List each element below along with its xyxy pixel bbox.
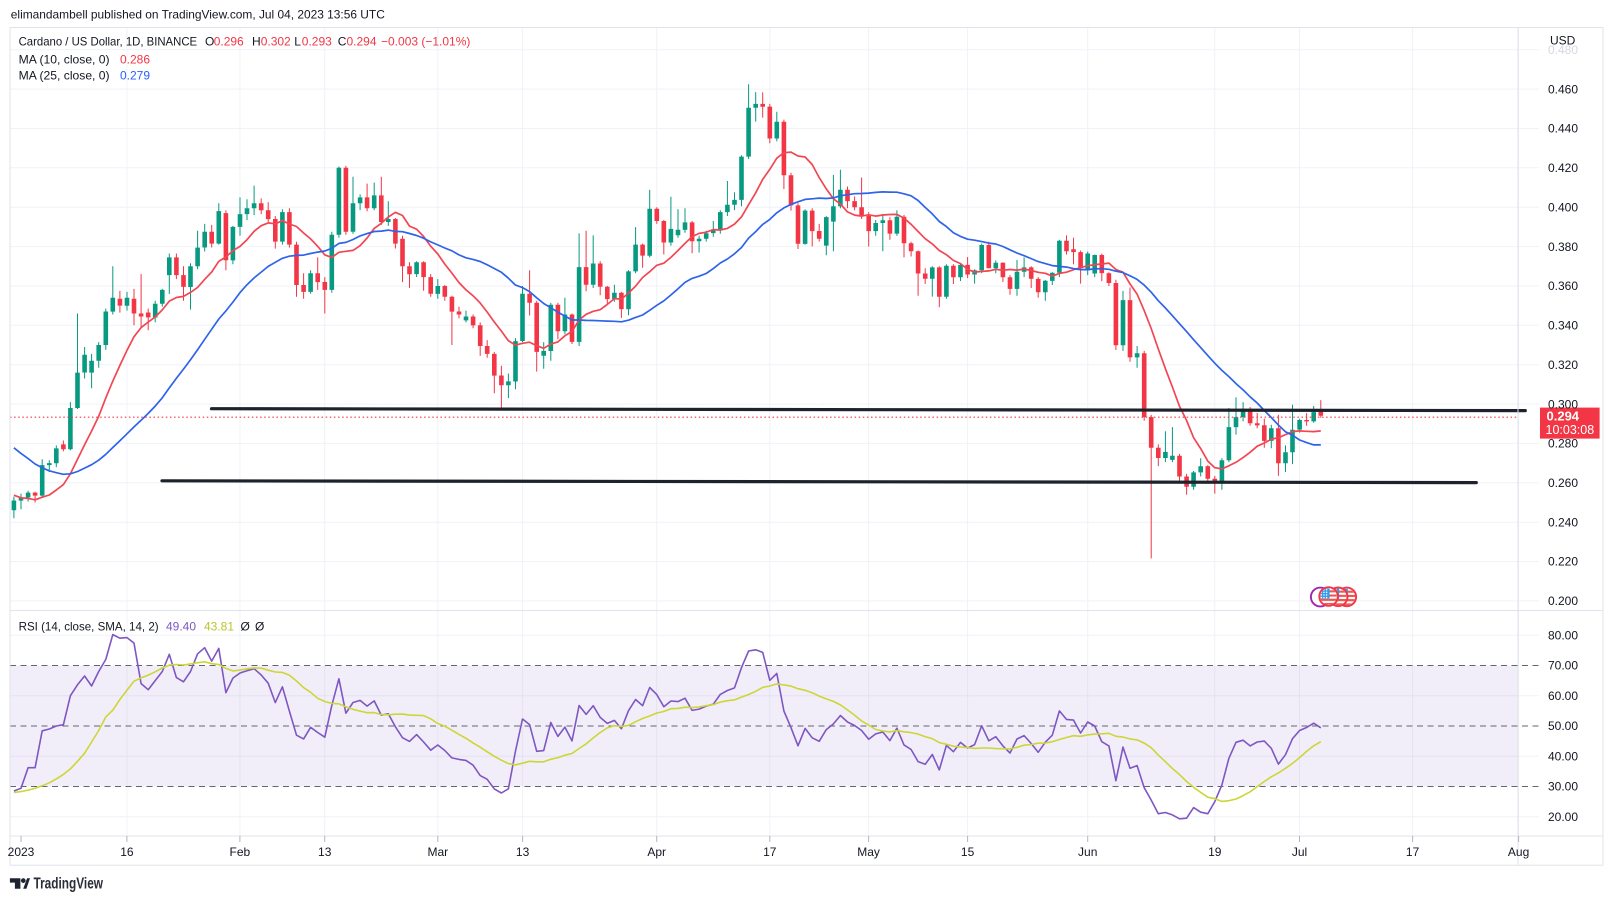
svg-text:Cardano / US Dollar, 1D, BINAN: Cardano / US Dollar, 1D, BINANCE (19, 34, 198, 48)
svg-text:0.440: 0.440 (1548, 122, 1578, 136)
svg-text:−0.003 (−1.01%): −0.003 (−1.01%) (381, 34, 470, 48)
svg-text:H: H (252, 34, 261, 48)
svg-text:Ø: Ø (255, 620, 264, 634)
svg-text:0.460: 0.460 (1548, 82, 1578, 96)
svg-text:0.302: 0.302 (261, 34, 291, 48)
svg-text:0.294: 0.294 (347, 34, 377, 48)
svg-text:Aug: Aug (1508, 845, 1529, 859)
svg-text:13: 13 (516, 845, 530, 859)
svg-text:0.280: 0.280 (1548, 437, 1578, 451)
svg-text:0.220: 0.220 (1548, 555, 1578, 569)
svg-text:70.00: 70.00 (1548, 659, 1578, 673)
svg-text:49.40: 49.40 (166, 620, 196, 634)
svg-text:elimandambell published on Tra: elimandambell published on TradingView.c… (11, 7, 385, 21)
svg-text:TradingView: TradingView (34, 876, 104, 893)
svg-text:0.200: 0.200 (1548, 594, 1578, 608)
svg-text:RSI (14, close, SMA, 14, 2): RSI (14, close, SMA, 14, 2) (19, 620, 159, 634)
svg-text:2023: 2023 (8, 845, 35, 859)
svg-text:0.260: 0.260 (1548, 476, 1578, 490)
svg-text:Ø: Ø (241, 620, 250, 634)
svg-text:0.480: 0.480 (1548, 43, 1578, 57)
svg-text:Jun: Jun (1078, 845, 1097, 859)
svg-text:0.293: 0.293 (302, 34, 332, 48)
svg-text:10:03:08: 10:03:08 (1546, 423, 1595, 437)
svg-text:0.320: 0.320 (1548, 358, 1578, 372)
svg-text:Feb: Feb (230, 845, 251, 859)
svg-text:20.00: 20.00 (1548, 810, 1578, 824)
svg-text:O: O (205, 34, 214, 48)
svg-text:0.420: 0.420 (1548, 161, 1578, 175)
svg-text:MA (25, close, 0): MA (25, close, 0) (19, 68, 110, 82)
svg-text:MA (10, close, 0): MA (10, close, 0) (19, 52, 110, 66)
svg-text:0.360: 0.360 (1548, 279, 1578, 293)
svg-text:43.81: 43.81 (204, 620, 234, 634)
svg-text:Mar: Mar (427, 845, 448, 859)
svg-text:May: May (857, 845, 880, 859)
svg-text:13: 13 (318, 845, 332, 859)
svg-text:0.380: 0.380 (1548, 240, 1578, 254)
svg-text:50.00: 50.00 (1548, 719, 1578, 733)
svg-text:0.240: 0.240 (1548, 515, 1578, 529)
svg-text:19: 19 (1208, 845, 1222, 859)
svg-text:17: 17 (763, 845, 777, 859)
svg-text:0.340: 0.340 (1548, 319, 1578, 333)
svg-text:Apr: Apr (647, 845, 666, 859)
svg-text:15: 15 (961, 845, 975, 859)
svg-text:Jul: Jul (1292, 845, 1307, 859)
svg-text:30.00: 30.00 (1548, 780, 1578, 794)
svg-text:0.296: 0.296 (214, 34, 244, 48)
svg-text:L: L (294, 34, 301, 48)
svg-text:C: C (338, 34, 347, 48)
svg-text:0.294: 0.294 (1547, 409, 1580, 424)
svg-text:USD: USD (1550, 33, 1576, 47)
svg-text:16: 16 (120, 845, 134, 859)
svg-text:0.279: 0.279 (120, 68, 150, 82)
svg-text:80.00: 80.00 (1548, 628, 1578, 642)
svg-text:0.300: 0.300 (1548, 397, 1578, 411)
svg-text:17: 17 (1406, 845, 1420, 859)
svg-text:0.400: 0.400 (1548, 200, 1578, 214)
svg-text:40.00: 40.00 (1548, 749, 1578, 763)
svg-text:60.00: 60.00 (1548, 689, 1578, 703)
svg-text:0.286: 0.286 (120, 52, 150, 66)
